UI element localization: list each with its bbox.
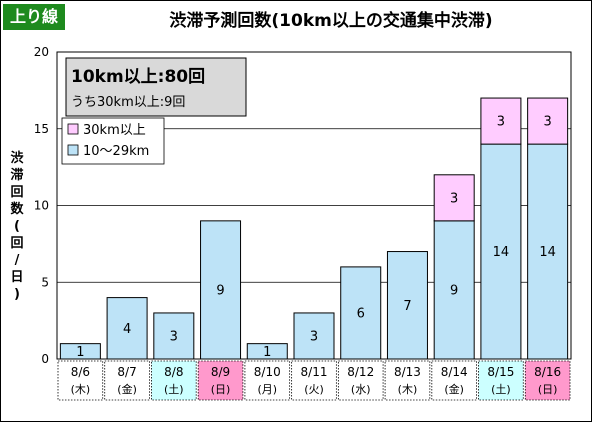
x-category-date: 8/9 (211, 365, 230, 379)
x-category-cell (57, 360, 104, 401)
bar-value-label: 9 (450, 283, 458, 298)
y-axis-label-char: 渋 (10, 151, 24, 166)
x-category-weekday: (火) (304, 383, 324, 396)
x-category-date: 8/12 (347, 365, 374, 379)
x-category-cell (524, 360, 571, 401)
legend-label: 30km以上 (83, 123, 146, 138)
x-category-cell (431, 360, 477, 401)
y-tick-label: 0 (41, 352, 49, 366)
x-category-date: 8/6 (71, 365, 90, 379)
y-ticks: 0 5 10 15 20 (34, 45, 49, 366)
x-category-cell (104, 360, 150, 401)
bar-segment (527, 97, 569, 145)
chart-title: 渋滞予測回数(10km以上の交通集中渋滞) (169, 11, 493, 31)
bar-value-label: 3 (310, 329, 318, 344)
bar-value-label: 3 (170, 329, 178, 344)
x-category-weekday: (土) (164, 383, 184, 396)
bar-value-label: 4 (123, 322, 131, 337)
y-axis-label-char: 滞 (10, 168, 24, 183)
bar-segment (200, 220, 242, 360)
x-category-cell (291, 360, 337, 401)
x-category-weekday: (月) (257, 383, 277, 396)
legend-label: 10〜29km (83, 144, 149, 159)
x-categories: 8/6 (木) 8/7 (金) 8/8 (土) 8/9 (日) 8/10 (月) 8/11 (火) 8/… (57, 360, 571, 401)
x-category-weekday: (金) (444, 382, 464, 396)
x-category-cell (478, 360, 524, 401)
x-category-date: 8/10 (254, 365, 281, 379)
y-axis-label-char: ( (14, 219, 20, 234)
x-category-date: 8/7 (117, 365, 136, 379)
bar-segment (480, 97, 522, 145)
x-category-cell (151, 360, 197, 401)
x-category-cell (337, 360, 384, 401)
bar-segment (340, 266, 382, 360)
legend-swatch (67, 144, 79, 156)
legend-box (61, 117, 165, 165)
y-axis-label-char: 回 (10, 185, 24, 200)
bar-value-label: 1 (263, 345, 271, 360)
bar-value-label: 7 (403, 299, 411, 314)
summary-box: 10km以上:80回 うち30km以上:9回 (65, 57, 247, 117)
x-category-date: 8/8 (164, 365, 183, 379)
y-axis-label-char: ) (14, 287, 20, 302)
x-category-date: 8/15 (487, 365, 514, 379)
y-axis-label-char: / (14, 253, 20, 268)
y-tick-label: 20 (34, 45, 49, 59)
y-axis-label-char: 数 (10, 202, 24, 217)
x-category-date: 8/16 (534, 365, 561, 379)
y-tick-label: 15 (34, 122, 49, 136)
legend-swatch (67, 123, 79, 135)
x-category-cell (244, 360, 291, 401)
x-category-weekday: (土) (491, 383, 511, 396)
bar-value-label: 3 (497, 115, 505, 130)
x-category-weekday: (木) (398, 383, 418, 396)
y-axis-label: 渋滞回数(回 / 日) (8, 150, 26, 303)
direction-badge: 上り線 (3, 4, 65, 30)
bar-segment (106, 297, 148, 360)
bar-value-label: 3 (543, 115, 551, 130)
bar-segment (480, 143, 522, 360)
x-category-date: 8/14 (441, 365, 468, 379)
bar-segment (386, 251, 428, 360)
x-category-date: 8/11 (301, 365, 328, 379)
axes (56, 51, 572, 360)
x-category-cell (384, 360, 431, 401)
x-category-weekday: (水) (351, 383, 371, 396)
bar-value-label: 14 (493, 245, 510, 260)
bar-segment (433, 174, 475, 222)
summary-sub: うち30km以上:9回 (71, 95, 185, 110)
summary-total: 10km以上:80回 (71, 67, 205, 87)
bar-value-label: 6 (357, 306, 365, 321)
x-category-weekday: (金) (117, 382, 137, 396)
x-category-weekday: (日) (538, 383, 558, 396)
bar-value-label: 3 (450, 191, 458, 206)
x-category-date: 8/13 (394, 365, 421, 379)
bar-value-label: 1 (76, 345, 84, 360)
legend: 30km以上 10〜29km (61, 117, 165, 165)
y-axis-label-char: 回 (10, 236, 24, 251)
plot-area (56, 51, 572, 360)
bar-value-label: 9 (216, 283, 224, 298)
x-category-cell (197, 360, 244, 401)
x-category-weekday: (日) (211, 383, 231, 396)
y-tick-label: 5 (41, 275, 49, 289)
y-axis-label-char: 日 (10, 270, 24, 285)
bar-value-label: 14 (539, 245, 556, 260)
y-tick-label: 10 (34, 199, 49, 213)
x-category-weekday: (木) (71, 383, 91, 396)
